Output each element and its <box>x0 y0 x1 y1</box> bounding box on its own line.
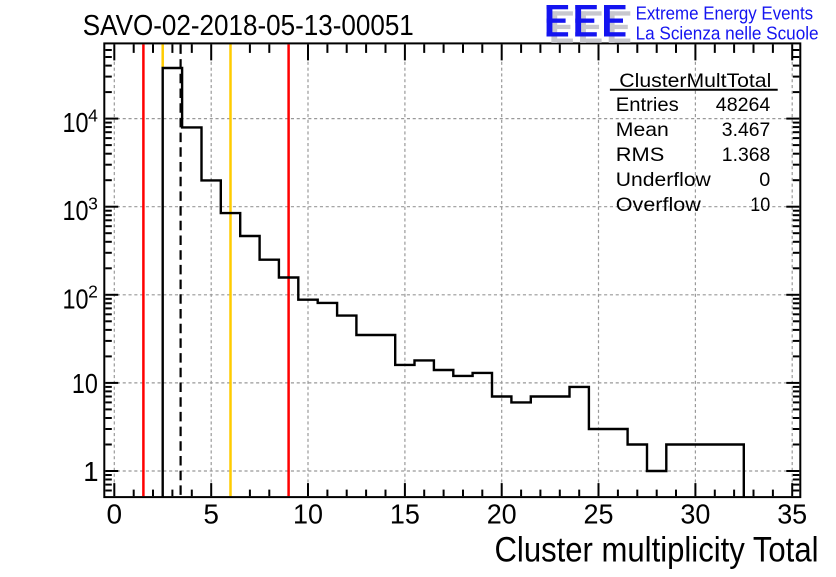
svg-text:3: 3 <box>88 194 98 214</box>
svg-text:10: 10 <box>293 499 323 530</box>
svg-text:10: 10 <box>63 195 89 226</box>
svg-text:Underflow: Underflow <box>616 169 712 191</box>
svg-text:3.467: 3.467 <box>722 119 771 141</box>
svg-text:0: 0 <box>759 169 770 191</box>
svg-text:4: 4 <box>88 105 98 125</box>
svg-text:10: 10 <box>63 283 89 314</box>
svg-text:Entries: Entries <box>616 94 679 116</box>
svg-text:5: 5 <box>203 499 219 530</box>
svg-text:10: 10 <box>72 368 98 399</box>
svg-text:2: 2 <box>88 282 98 302</box>
svg-text:1.368: 1.368 <box>722 144 771 166</box>
svg-text:Mean: Mean <box>616 119 669 141</box>
svg-text:30: 30 <box>680 499 710 530</box>
svg-text:20: 20 <box>487 499 517 530</box>
svg-text:ClusterMultTotal: ClusterMultTotal <box>619 70 771 92</box>
svg-text:35: 35 <box>777 499 807 530</box>
svg-text:10: 10 <box>750 194 770 216</box>
svg-text:RMS: RMS <box>616 144 665 166</box>
svg-text:1: 1 <box>83 456 98 487</box>
svg-text:Extreme Energy Events: Extreme Energy Events <box>636 3 814 24</box>
svg-text:Cluster multiplicity Total: Cluster multiplicity Total <box>495 531 819 570</box>
svg-text:0: 0 <box>107 499 123 530</box>
svg-text:25: 25 <box>584 499 614 530</box>
svg-text:Overflow: Overflow <box>616 194 702 216</box>
svg-text:La Scienza nelle Scuole: La Scienza nelle Scuole <box>636 23 819 44</box>
svg-text:48264: 48264 <box>716 94 771 116</box>
svg-text:15: 15 <box>390 499 420 530</box>
svg-text:10: 10 <box>63 107 89 138</box>
svg-text:SAVO-02-2018-05-13-00051: SAVO-02-2018-05-13-00051 <box>83 10 414 42</box>
